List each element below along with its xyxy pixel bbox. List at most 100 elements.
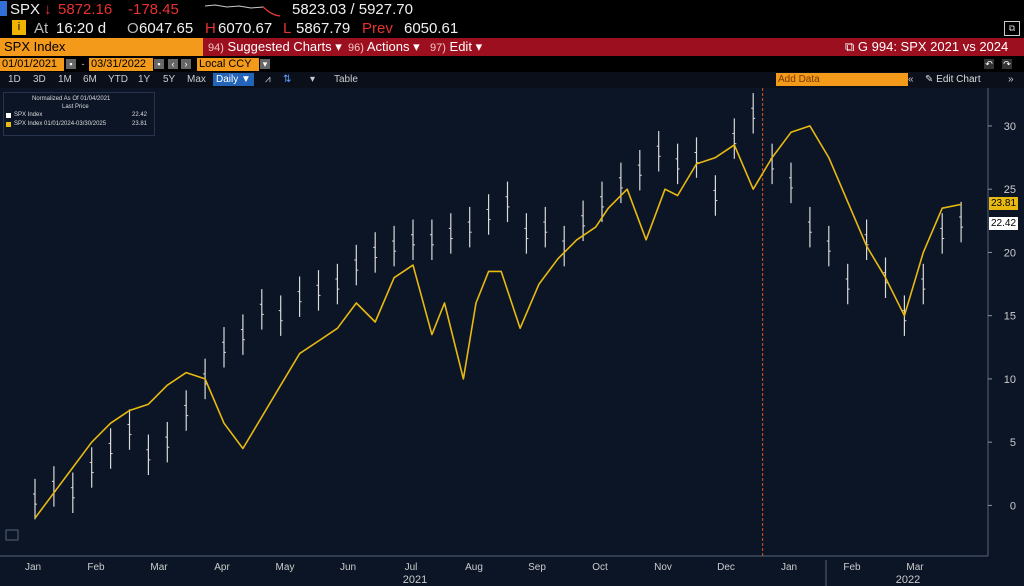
x-tick-label: May bbox=[276, 562, 295, 573]
last-price: 5872.16 bbox=[58, 1, 113, 18]
bid-ask: 5823.03 / 5927.70 bbox=[292, 1, 413, 18]
start-date-input[interactable]: 01/01/2021 bbox=[0, 58, 64, 71]
legend-series2-value: 23.81 bbox=[132, 121, 148, 127]
edit-chart-label: Edit Chart bbox=[936, 74, 981, 85]
sparkline-icon bbox=[205, 4, 280, 17]
edit-chart-button[interactable]: ✎ Edit Chart bbox=[925, 73, 981, 86]
last-value-badge-white: 22.42 bbox=[989, 217, 1019, 230]
x-tick-label: Jul bbox=[405, 562, 418, 573]
legend-series2: SPX Index 01/01/2024-03/30/2025 bbox=[14, 121, 107, 127]
down-arrow-icon: ↓ bbox=[44, 1, 52, 18]
at-label: At bbox=[34, 20, 49, 37]
add-data-input[interactable]: Add Data bbox=[776, 73, 908, 86]
period-3d[interactable]: 3D bbox=[33, 74, 46, 85]
redo-icon[interactable]: ↷ bbox=[1002, 59, 1012, 69]
dropdown-icon: ▾ bbox=[335, 39, 342, 54]
low-value: 5867.79 bbox=[296, 20, 351, 37]
menu-bar bbox=[0, 38, 1024, 56]
ticker[interactable]: SPX bbox=[10, 1, 41, 18]
period-6m[interactable]: 6M bbox=[83, 74, 97, 85]
calendar-icon[interactable]: ▪ bbox=[154, 59, 164, 69]
legend: Normalized As Of 01/04/2021 Last Price S… bbox=[3, 92, 155, 136]
x-tick-label: Mar bbox=[906, 562, 924, 573]
prev-label: Prev bbox=[362, 20, 393, 37]
x-tick-label: Oct bbox=[592, 562, 608, 573]
low-label: L bbox=[283, 20, 292, 37]
prev-value: 6050.61 bbox=[404, 20, 459, 37]
legend-swatch-white bbox=[6, 113, 11, 118]
edit-menu[interactable]: 97) Edit ▾ bbox=[430, 38, 482, 56]
period-max[interactable]: Max bbox=[187, 74, 206, 85]
y-tick-label: 0 bbox=[1010, 500, 1016, 512]
frequency-select[interactable]: Daily ▼ bbox=[213, 73, 254, 86]
security-field[interactable]: SPX Index bbox=[0, 38, 203, 56]
x-tick-label: Apr bbox=[214, 562, 230, 573]
year-label: 2022 bbox=[896, 574, 920, 586]
popout-icon[interactable]: ⧉ bbox=[1004, 21, 1020, 36]
last-value-badge-yellow: 23.81 bbox=[989, 197, 1019, 210]
quote-time: 16:20 d bbox=[56, 20, 107, 37]
period-1m[interactable]: 1M bbox=[58, 74, 72, 85]
y-tick-label: 20 bbox=[1004, 247, 1016, 259]
zoom-box-icon[interactable] bbox=[5, 529, 19, 541]
compare-icon[interactable]: ⇅ bbox=[283, 74, 292, 85]
x-tick-label: Sep bbox=[528, 562, 546, 573]
suggested-label: Suggested Charts bbox=[227, 39, 332, 54]
dropdown-icon: ▾ bbox=[413, 39, 420, 54]
y-tick-label: 10 bbox=[1004, 374, 1016, 386]
period-1y[interactable]: 1Y bbox=[138, 74, 151, 85]
chart-title: G 994: SPX 2021 vs 2024 bbox=[857, 39, 1009, 54]
price-chart[interactable]: 0 5 10 15 20 25 30 Jan Feb Mar Apr May Jun Jul Aug Sep O… bbox=[0, 88, 1024, 586]
edit-number: 97) bbox=[430, 42, 446, 54]
next-period-icon[interactable]: › bbox=[181, 59, 191, 69]
open-value: 6047.65 bbox=[139, 20, 194, 37]
x-tick-label: Feb bbox=[87, 562, 105, 573]
legend-field: Last Price bbox=[62, 104, 89, 110]
x-tick-label: Jan bbox=[781, 562, 797, 573]
end-date-input[interactable]: 03/31/2022 bbox=[89, 58, 153, 71]
suggested-number: 94) bbox=[208, 42, 224, 54]
toolbar bbox=[0, 72, 1024, 88]
y-tick-label: 15 bbox=[1004, 311, 1016, 323]
legend-series1-value: 22.42 bbox=[132, 112, 148, 118]
spx-2024-line bbox=[34, 125, 962, 519]
dropdown-icon: ▾ bbox=[475, 39, 483, 54]
chevron-down-icon[interactable]: ▾ bbox=[310, 74, 316, 85]
plot-area bbox=[0, 88, 988, 556]
x-tick-label: Feb bbox=[843, 562, 861, 573]
line-chart-icon[interactable]: ⩘ bbox=[265, 74, 271, 85]
suggested-charts-menu[interactable]: 94) Suggested Charts ▾ bbox=[208, 38, 342, 56]
x-tick-label: Jun bbox=[340, 562, 356, 573]
actions-menu[interactable]: 96) Actions ▾ bbox=[348, 38, 420, 56]
year-label: 2021 bbox=[403, 574, 427, 586]
dash-separator: - bbox=[78, 59, 88, 69]
expand-icon[interactable]: » bbox=[1008, 74, 1014, 85]
frequency-label: Daily bbox=[216, 74, 239, 85]
legend-swatch-yellow bbox=[6, 122, 11, 127]
prev-period-icon[interactable]: ‹ bbox=[168, 59, 178, 69]
period-5y[interactable]: 5Y bbox=[163, 74, 176, 85]
table-button[interactable]: Table bbox=[334, 74, 358, 85]
actions-number: 96) bbox=[348, 42, 364, 54]
high-value: 6070.67 bbox=[218, 20, 273, 37]
x-tick-label: Dec bbox=[717, 562, 735, 573]
x-axis-area bbox=[0, 556, 1024, 586]
undo-icon[interactable]: ↶ bbox=[984, 59, 994, 69]
collapse-icon[interactable]: « bbox=[908, 74, 914, 85]
period-1d[interactable]: 1D bbox=[8, 74, 21, 85]
y-tick-label: 5 bbox=[1010, 437, 1016, 449]
x-tick-label: Jan bbox=[25, 562, 41, 573]
period-ytd[interactable]: YTD bbox=[108, 74, 128, 85]
chart-title-field[interactable]: ⧉ G 994: SPX 2021 vs 2024 bbox=[845, 38, 1008, 56]
currency-select[interactable]: Local CCY bbox=[197, 58, 259, 71]
high-label: H bbox=[205, 20, 216, 37]
legend-series1: SPX Index bbox=[14, 112, 43, 118]
y-tick-label: 30 bbox=[1004, 121, 1016, 133]
external-link-icon: ⧉ bbox=[845, 39, 855, 54]
open-label: O bbox=[127, 20, 139, 37]
edit-label: Edit bbox=[449, 39, 472, 54]
x-tick-label: Nov bbox=[654, 562, 672, 573]
calendar-icon[interactable]: ▪ bbox=[66, 59, 76, 69]
chevron-down-icon[interactable]: ▾ bbox=[260, 59, 270, 69]
price-change: -178.45 bbox=[128, 1, 179, 18]
